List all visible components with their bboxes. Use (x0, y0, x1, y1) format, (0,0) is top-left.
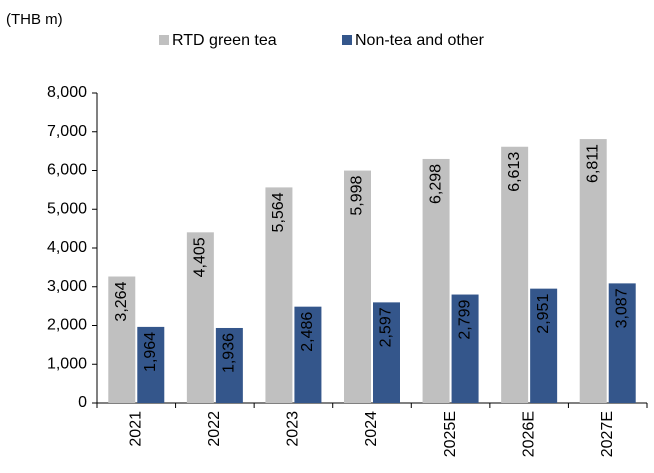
data-label: 2,951 (535, 294, 552, 334)
bar (501, 146, 529, 403)
bar (608, 283, 636, 403)
legend-label: Non-tea and other (355, 32, 485, 49)
y-tick-label: 8,000 (47, 84, 87, 101)
bar (294, 306, 322, 403)
bar (344, 170, 371, 403)
y-tick-label: 1,000 (47, 355, 87, 372)
x-tick-label: 2027E (599, 411, 616, 457)
bar (373, 302, 400, 403)
data-label: 2,799 (456, 299, 473, 339)
data-label: 1,936 (221, 333, 238, 373)
data-label: 6,613 (506, 152, 523, 192)
legend-swatch (159, 35, 169, 45)
data-label: 3,087 (613, 288, 630, 328)
bar (451, 294, 479, 403)
bar (579, 139, 607, 404)
legend-swatch (342, 35, 352, 45)
bar (265, 187, 293, 403)
x-tick-label: 2026E (520, 411, 537, 457)
data-label: 2,597 (378, 307, 395, 347)
x-tick-label: 2025E (442, 411, 459, 457)
bar (108, 276, 136, 403)
bar (530, 288, 558, 403)
bar (186, 232, 214, 403)
y-tick-label: 6,000 (47, 162, 87, 179)
y-tick-label: 5,000 (47, 200, 87, 217)
data-label: 1,964 (142, 332, 159, 372)
data-label: 6,298 (427, 164, 444, 204)
data-label: 5,564 (270, 192, 287, 232)
y-tick-label: 3,000 (47, 278, 87, 295)
bar (422, 158, 450, 403)
bar (215, 327, 243, 403)
unit-label: (THB m) (6, 11, 63, 28)
y-tick-label: 7,000 (47, 123, 87, 140)
data-label: 6,811 (584, 144, 601, 183)
x-tick-label: 2024 (363, 411, 380, 447)
bar (137, 326, 165, 403)
y-tick-label: 0 (78, 394, 87, 411)
data-label: 3,264 (113, 281, 130, 321)
y-tick-label: 4,000 (47, 239, 87, 256)
legend-label: RTD green tea (172, 32, 277, 49)
data-label: 2,486 (299, 312, 316, 352)
x-tick-label: 2021 (128, 411, 145, 447)
x-tick-label: 2022 (206, 411, 223, 447)
data-label: 4,405 (192, 237, 209, 277)
y-tick-label: 2,000 (47, 317, 87, 334)
x-tick-label: 2023 (285, 411, 302, 447)
data-label: 5,998 (349, 175, 366, 215)
